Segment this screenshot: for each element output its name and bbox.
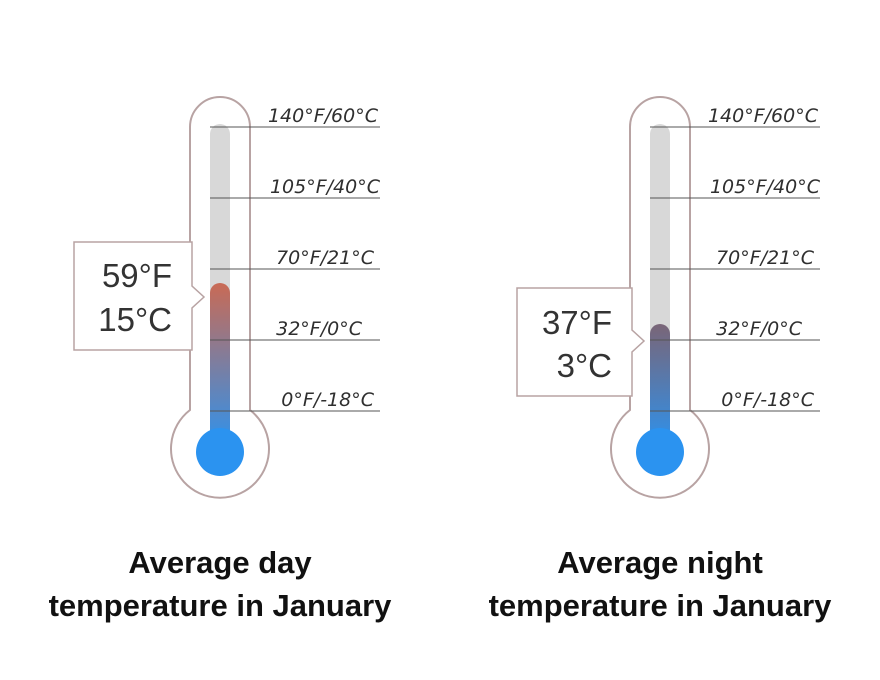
night-tick-label-105: 105°F/40°C <box>710 176 821 198</box>
day-tick-label-140: 140°F/60°C <box>268 105 379 127</box>
day-mercury-fill <box>210 283 230 450</box>
night-caption-line1: Average night <box>557 545 763 580</box>
day-reading-callout: 59°F 15°C <box>73 241 206 351</box>
day-caption-line1: Average day <box>128 545 312 580</box>
night-tick-label-0: 0°F/-18°C <box>721 389 814 411</box>
day-thermometer: 140°F/60°C 105°F/40°C 70°F/21°C 32°F/0°C… <box>49 96 393 623</box>
night-callout-box <box>516 287 646 397</box>
day-tick-label-0: 0°F/-18°C <box>281 389 374 411</box>
night-tick-label-140: 140°F/60°C <box>708 105 819 127</box>
night-tick-label-32: 32°F/0°C <box>716 318 803 340</box>
day-reading-celsius: 15°C <box>98 301 172 338</box>
night-tick-label-70: 70°F/21°C <box>716 247 815 269</box>
night-reading-celsius: 3°C <box>557 347 612 384</box>
night-thermometer: 140°F/60°C 105°F/40°C 70°F/21°C 32°F/0°C… <box>489 96 833 623</box>
night-mercury-fill <box>650 324 670 450</box>
night-reading-fahrenheit: 37°F <box>542 304 612 341</box>
night-bulb <box>636 428 684 476</box>
day-tick-label-70: 70°F/21°C <box>276 247 375 269</box>
day-callout-box <box>73 241 206 351</box>
night-caption-line2: temperature in January <box>489 588 833 623</box>
day-tick-lines <box>210 126 380 412</box>
day-caption-line2: temperature in January <box>49 588 393 623</box>
day-tick-label-32: 32°F/0°C <box>276 318 363 340</box>
day-reading-fahrenheit: 59°F <box>102 257 172 294</box>
day-tick-label-105: 105°F/40°C <box>270 176 381 198</box>
day-bulb <box>196 428 244 476</box>
night-reading-callout: 37°F 3°C <box>516 287 646 397</box>
night-tick-lines <box>650 126 820 412</box>
